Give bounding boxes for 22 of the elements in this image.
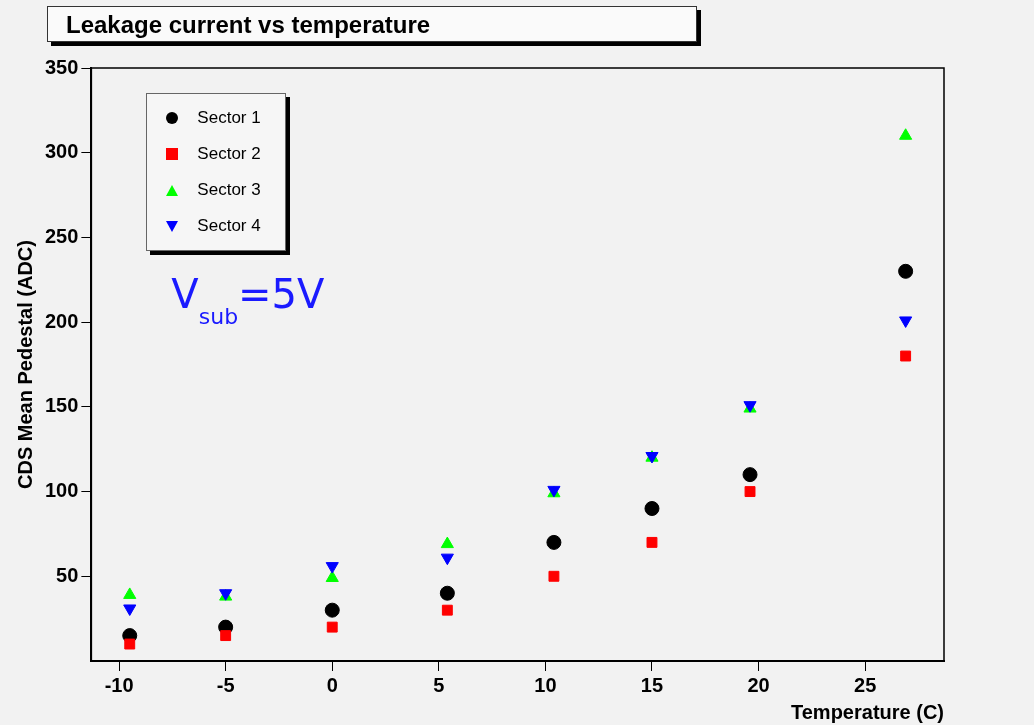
x-axis-title: Temperature (C) [791,700,944,723]
y-tick-label: 200 [44,309,79,332]
y-tick-label: 300 [44,140,79,163]
x-tick-label: 25 [854,673,877,696]
y-tick-label: 350 [44,55,79,78]
y-tick-label: 150 [44,394,79,417]
x-tick-label: 5 [433,673,445,696]
x-tick-label: -5 [216,673,235,696]
y-tick-label: 250 [44,224,79,247]
x-tick-label: 10 [534,673,557,696]
y-axis-title: CDS Mean Pedestal (ADC) [13,240,36,489]
y-tick-label: 100 [44,479,79,502]
legend-label: Sector 4 [197,216,261,236]
x-tick-label: 15 [640,673,664,696]
legend-label: Sector 2 [197,144,261,164]
x-tick-label: -10 [104,673,134,696]
legend-label: Sector 1 [197,108,261,128]
x-tick-label: 0 [326,673,338,696]
chart-title: Leakage current vs temperature [47,6,697,42]
y-tick-label: 50 [56,563,79,586]
legend-label: Sector 3 [197,180,261,200]
x-tick-label: 20 [747,673,770,696]
